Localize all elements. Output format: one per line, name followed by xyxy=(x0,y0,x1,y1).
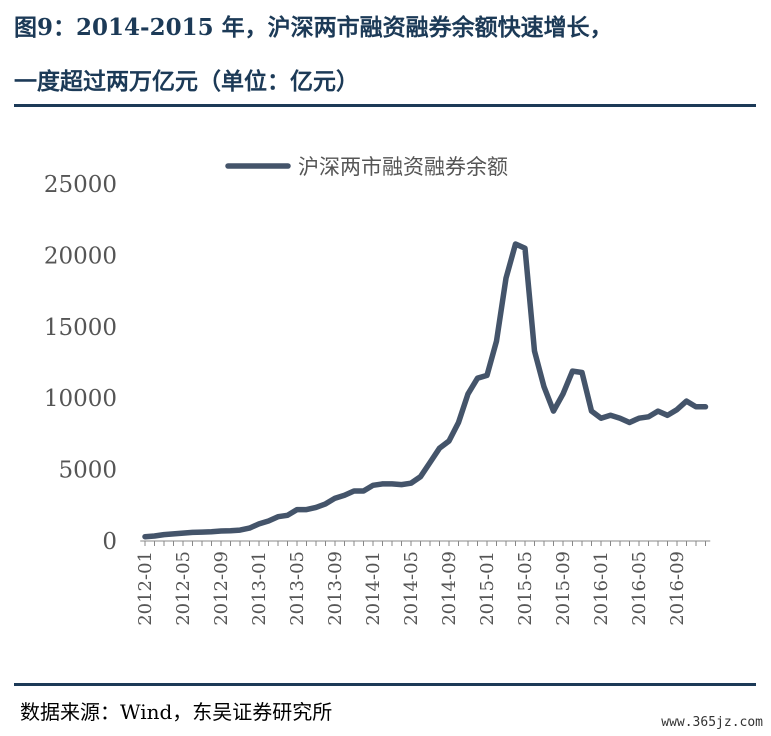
y-axis-labels: 0 5000 10000 15000 20000 25000 xyxy=(44,172,117,555)
line-chart: 0 5000 10000 15000 20000 25000 2012-01 2012-05… xyxy=(44,155,711,626)
x-axis: 2012-01 2012-05 2012-09 2013-01 2013-05 2013-… xyxy=(135,540,711,626)
x-tick-label: 2013-01 xyxy=(249,551,270,626)
title-divider xyxy=(14,104,756,107)
y-tick-label: 5000 xyxy=(58,458,117,484)
series-line-margin-balance xyxy=(142,241,709,540)
series-layer xyxy=(142,241,709,540)
chart-title-line-2: 一度超过两万亿元（单位：亿元） xyxy=(14,68,359,95)
x-tick-label: 2015-05 xyxy=(515,551,536,626)
x-tick-label: 2013-09 xyxy=(325,551,346,626)
y-tick-label: 10000 xyxy=(44,386,117,412)
watermark: www.365jz.com xyxy=(661,715,763,730)
y-tick-label: 20000 xyxy=(44,243,117,269)
x-tick-label: 2012-01 xyxy=(135,551,156,626)
x-tick-label: 2012-09 xyxy=(211,551,232,626)
legend-label: 沪深两市融资融券余额 xyxy=(298,155,508,179)
footer-divider xyxy=(14,683,756,686)
x-tick-label: 2014-05 xyxy=(401,551,422,626)
x-tick-label: 2014-01 xyxy=(363,551,384,626)
x-tick-label: 2015-01 xyxy=(477,551,498,626)
y-tick-label: 15000 xyxy=(44,315,117,341)
x-tick-label: 2013-05 xyxy=(287,551,308,626)
y-tick-label: 0 xyxy=(102,529,117,555)
x-tick-label: 2012-05 xyxy=(173,551,194,626)
x-tick-label: 2016-09 xyxy=(667,551,688,626)
x-tick-label: 2014-09 xyxy=(439,551,460,626)
x-tick-label: 2015-09 xyxy=(553,551,574,626)
legend: 沪深两市融资融券余额 xyxy=(225,155,508,179)
chart-title-line-1: 图9：2014-2015 年，沪深两市融资融券余额快速增长， xyxy=(14,14,613,41)
data-source-note: 数据来源：Wind，东吴证券研究所 xyxy=(20,700,333,724)
x-tick-label: 2016-01 xyxy=(591,551,612,626)
y-tick-label: 25000 xyxy=(44,172,117,198)
x-tick-label: 2016-05 xyxy=(629,551,650,626)
